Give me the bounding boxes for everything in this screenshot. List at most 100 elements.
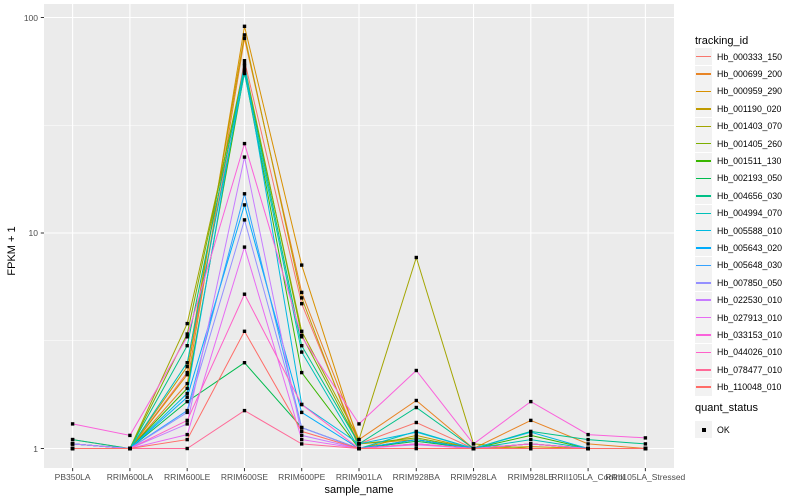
legend-key-box [695,343,712,361]
y-tick-label: 10 [28,228,38,238]
legend-key-line-icon [696,55,711,58]
data-point [185,373,189,377]
legend-key-line-icon [696,299,711,301]
data-point [185,361,189,365]
legend-item-Hb_004656_030: Hb_004656_030 [695,187,783,205]
legend-item-Hb_022530_010: Hb_022530_010 [695,291,782,309]
legend-item-Hb_000699_200: Hb_000699_200 [695,65,783,83]
data-point [357,446,361,451]
x-tick-label: RRIM928LA [450,471,497,482]
legend-key-line-icon [696,90,711,93]
legend-item-label: Hb_000959_290 [717,86,783,97]
data-point [586,446,590,451]
legend-item-label: Hb_005643_020 [717,242,783,253]
data-point [242,292,247,296]
legend-item-Hb_001511_130: Hb_001511_130 [695,152,782,170]
x-tick-label: RRIM600SE [220,471,269,482]
data-point [185,381,189,386]
legend-key-line-icon [696,73,711,75]
legend-item-Hb_033153_010: Hb_033153_010 [695,326,783,344]
data-point [529,446,533,451]
legend-key-box [695,82,712,100]
data-point [185,395,189,399]
data-point [300,410,304,415]
data-point [300,296,304,300]
legend-item-label: Hb_001403_070 [717,121,783,132]
data-point [414,430,418,434]
legend-key-line-icon [696,369,711,371]
legend-item-Hb_005588_010: Hb_005588_010 [695,222,783,240]
legend-item-label: Hb_005588_010 [717,225,783,236]
legend-item-label: Hb_000699_200 [717,69,783,80]
data-point [242,59,247,63]
data-point [586,442,590,446]
data-point [242,192,247,196]
legend-key-box [695,187,712,205]
legend-key-box [695,361,712,379]
legend-item-label: Hb_001405_260 [717,138,783,149]
data-point [529,442,533,446]
data-point [300,350,304,354]
legend-item-label: Hb_005648_030 [717,260,783,271]
data-point [242,66,247,71]
legend-item-Hb_000333_150: Hb_000333_150 [695,48,782,66]
legend-key-box [695,291,712,309]
data-point [414,368,418,373]
data-point [300,425,304,430]
legend-item-Hb_044026_010: Hb_044026_010 [695,343,783,361]
legend-item-label: OK [717,424,730,435]
legend-item-label: Hb_001511_130 [717,156,782,167]
data-point [643,442,648,446]
x-axis-title: sample_name [324,484,394,496]
data-point [300,329,304,333]
legend-key-box [695,222,712,240]
legend-item-label: Hb_033153_010 [717,329,783,340]
legend-title-quant-status: quant_status [695,402,758,414]
data-point [185,410,189,415]
data-point [242,141,247,146]
legend-key-box [695,135,712,153]
data-point [128,446,132,451]
data-point [185,321,189,326]
legend-item-quant-ok: OK [695,421,730,439]
x-tick-label: RRIM600LA [106,471,154,482]
x-tick-label: RRIM901LA [335,471,383,482]
data-point [414,420,418,425]
legend-key-line-icon [696,386,711,388]
data-point [586,437,590,442]
data-point [185,399,189,404]
data-point [70,446,75,451]
legend-key-line-icon [696,264,711,267]
legend-item-label: Hb_004656_030 [717,190,783,201]
data-point [70,422,75,426]
data-point [414,398,418,403]
legend-item-label: Hb_044026_010 [717,347,783,358]
legend-item-Hb_001190_020: Hb_001190_020 [695,100,782,118]
data-point [357,442,361,446]
data-point [300,433,304,438]
legend-key-line-icon [696,351,711,354]
data-point [300,335,304,339]
data-point [70,437,75,442]
data-point [185,370,189,375]
data-point [529,444,533,449]
legend-item-Hb_007850_050: Hb_007850_050 [695,274,782,292]
legend-key-box [695,421,712,439]
data-point [185,332,189,336]
legend-item-label: Hb_004994_070 [717,208,783,219]
data-point [185,422,189,426]
x-tick-label: RRIM600LE [164,471,211,482]
legend-key-box [695,169,712,187]
data-point [185,408,189,413]
legend-item-label: Hb_002193_050 [717,173,783,184]
data-point [242,329,247,333]
data-point [185,432,189,437]
legend-item-Hb_027913_010: Hb_027913_010 [695,309,782,327]
data-point [300,429,304,434]
x-tick-label: RRII105LA_Control [551,471,625,482]
legend-item-Hb_002193_050: Hb_002193_050 [695,169,783,187]
data-point [414,433,418,438]
legend-key-box [695,48,712,66]
data-point [242,71,247,76]
